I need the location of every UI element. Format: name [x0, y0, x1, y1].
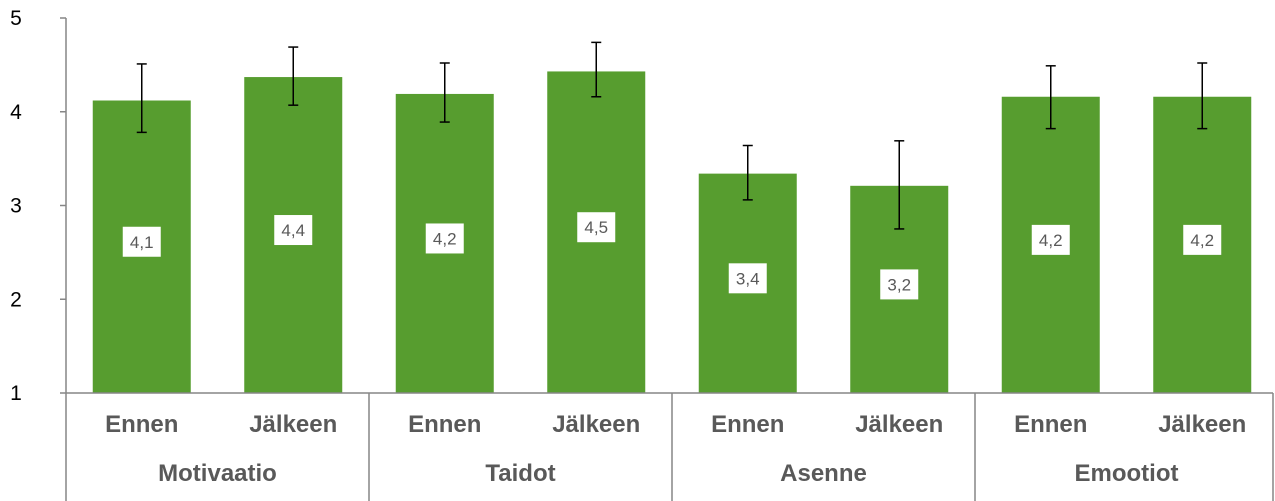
bar-category-label: Jälkeen — [552, 411, 640, 438]
data-label-box — [728, 263, 767, 294]
data-label: 4,4 — [281, 221, 305, 240]
data-label-box — [425, 223, 464, 254]
data-label: 4,5 — [584, 218, 608, 237]
group-label: Emootiot — [1075, 460, 1179, 487]
group-label: Asenne — [780, 460, 867, 487]
y-tick-label: 4 — [10, 101, 22, 124]
data-label: 4,1 — [130, 233, 154, 252]
group-label: Motivaatio — [158, 460, 277, 487]
group-label: Taidot — [485, 460, 555, 487]
data-label: 3,2 — [887, 275, 911, 294]
bar-category-label: Ennen — [1014, 411, 1087, 438]
bars — [92, 71, 1252, 393]
bar-category-label: Ennen — [408, 411, 481, 438]
bar-category-label: Jälkeen — [1158, 411, 1246, 438]
data-label: 4,2 — [433, 229, 457, 248]
data-label-box — [274, 215, 313, 246]
y-tick-label: 2 — [10, 288, 22, 311]
bar-category-label: Ennen — [105, 411, 178, 438]
y-tick-label: 5 — [10, 7, 22, 30]
data-labels: 4,1 4,4 4,2 4,5 3,4 3,2 4,2 4,2 — [122, 212, 1222, 300]
error-bars — [136, 41, 1208, 230]
data-label-box — [577, 212, 616, 243]
bar-category-label: Jälkeen — [855, 411, 943, 438]
data-label-box — [1183, 224, 1222, 255]
data-label-box — [122, 226, 161, 257]
data-label: 4,2 — [1190, 231, 1214, 250]
data-label: 3,4 — [736, 269, 760, 288]
data-label-box — [1031, 224, 1070, 255]
bar-category-label: Jälkeen — [249, 411, 337, 438]
y-tick-label: 1 — [10, 382, 22, 405]
bar-category-label: Ennen — [711, 411, 784, 438]
data-label: 4,2 — [1039, 231, 1063, 250]
y-axis: 1 2 3 4 5 — [10, 7, 67, 405]
y-tick-label: 3 — [10, 195, 22, 218]
data-label-box — [880, 269, 919, 300]
